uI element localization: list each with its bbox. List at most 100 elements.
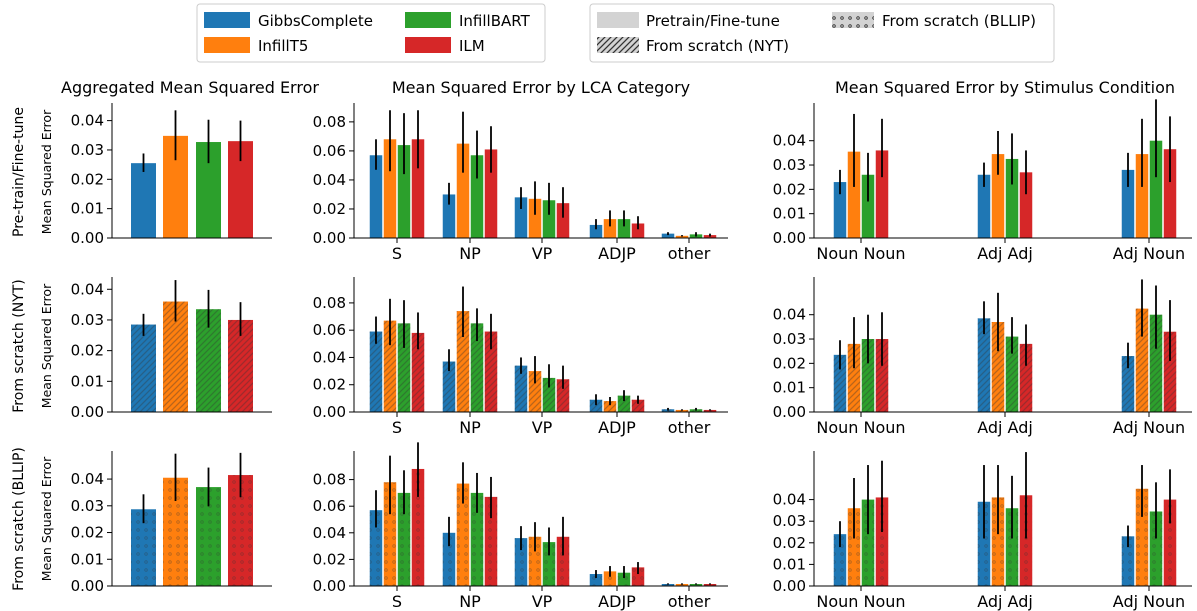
x-tick-label: Adj Adj	[977, 592, 1033, 611]
bar	[875, 150, 889, 238]
legend-hatch-dots	[832, 12, 874, 28]
panel-stimulus-row3: 0.00 0.01 0.02 0.03 0.04 Noun Noun Adj Adj Adj …	[773, 451, 1192, 611]
legend-label: InfillBART	[459, 12, 531, 30]
legend-label: Pretrain/Fine-tune	[646, 12, 780, 30]
bar	[977, 174, 991, 238]
y-tick-label: 0.06	[313, 142, 346, 160]
row-label-pretrain: Pre-train/Fine-tune	[11, 107, 27, 237]
bar	[484, 149, 498, 238]
column-title-lca: Mean Squared Error by LCA Category	[392, 78, 690, 97]
y-tick-label: 0.03	[773, 330, 806, 348]
bar-hatch	[631, 399, 645, 412]
y-tick-label: 0.00	[71, 403, 104, 421]
bar-hatch	[1019, 495, 1033, 586]
y-tick-label: 0.02	[71, 342, 104, 360]
panel-aggregated-row2: 0.00 0.01 0.02 0.03 0.04	[71, 277, 272, 421]
bar-hatch	[528, 536, 542, 586]
ylabel-row3: Mean Squared Error	[39, 456, 54, 581]
y-tick-label: 0.04	[313, 171, 346, 189]
bar-hatch	[542, 377, 556, 412]
y-tick-label: 0.04	[71, 280, 104, 298]
bar-hatch	[528, 371, 542, 412]
x-tick-label: Adj Adj	[977, 418, 1033, 437]
y-tick-label: 0.00	[773, 403, 806, 421]
y-tick-label: 0.04	[313, 524, 346, 542]
row-label-nyt: From scratch (NYT)	[11, 279, 27, 412]
bar-hatch	[589, 574, 603, 586]
y-tick-label: 0.06	[313, 321, 346, 339]
bar-hatch	[456, 311, 470, 412]
bar-hatch	[861, 339, 875, 412]
bar-hatch	[847, 343, 861, 412]
y-tick-label: 0.01	[773, 205, 806, 223]
y-tick-label: 0.01	[71, 200, 104, 218]
bar-hatch	[1135, 308, 1149, 412]
bar-hatch	[1163, 331, 1177, 412]
y-tick-label: 0.02	[773, 180, 806, 198]
y-tick-label: 0.08	[313, 113, 346, 131]
bar-hatch	[631, 567, 645, 586]
ylabel-row2: Mean Squared Error	[39, 283, 54, 408]
bar-hatch	[542, 542, 556, 586]
bar	[631, 223, 645, 238]
bar-hatch	[1135, 488, 1149, 586]
bar	[1163, 149, 1177, 238]
bar-hatch	[556, 536, 570, 586]
legend-entry-infillt5: InfillT5	[204, 37, 308, 55]
bar-hatch	[383, 482, 397, 586]
bar	[556, 203, 570, 238]
x-tick-label: NP	[459, 592, 481, 611]
bar	[991, 154, 1005, 238]
bar-hatch	[1121, 536, 1135, 586]
y-tick-label: 0.03	[71, 497, 104, 515]
bar-hatch	[603, 401, 617, 412]
bar-hatch	[675, 584, 689, 586]
legend-entry-pretrain: Pretrain/Fine-tune	[597, 12, 780, 30]
legend-label: GibbsComplete	[258, 12, 373, 30]
bar-hatch	[456, 483, 470, 586]
panel-lca-row2: 0.00 0.02 0.04 0.06 0.08 S NP VP ADJP other	[313, 277, 728, 437]
row-label-bllip: From scratch (BLLIP)	[11, 447, 27, 591]
legend-entry-gibbscomplete: GibbsComplete	[204, 12, 373, 30]
bar-hatch	[1163, 499, 1177, 586]
bar-hatch	[977, 318, 991, 412]
bar-hatch	[514, 538, 528, 586]
bar	[456, 143, 470, 238]
y-tick-label: 0.00	[313, 403, 346, 421]
bar-hatch	[1005, 336, 1019, 412]
panel-stimulus-row1: 0.00 0.01 0.02 0.03 0.04 Noun Noun Adj Adj Adj …	[773, 99, 1192, 263]
y-tick-label: 0.04	[71, 470, 104, 488]
bar	[369, 155, 383, 238]
bar-hatch	[1019, 343, 1033, 412]
legend-entry-nyt: From scratch (NYT)	[597, 37, 789, 55]
column-title-aggregated: Aggregated Mean Squared Error	[61, 78, 319, 97]
bar-hatch	[703, 409, 717, 412]
legend-swatch	[405, 37, 451, 53]
bar-hatch	[1121, 356, 1135, 412]
bar	[514, 197, 528, 238]
bar-hatch	[603, 571, 617, 586]
training-legend-frame	[589, 3, 1055, 63]
bar	[617, 219, 631, 238]
bar-hatch	[1149, 314, 1163, 412]
bar-hatch	[442, 532, 456, 586]
bar-hatch	[589, 399, 603, 412]
panel-stimulus-row2: 0.00 0.01 0.02 0.03 0.04 Noun Noun Adj Adj Adj …	[773, 277, 1192, 437]
legend-swatch	[204, 12, 250, 28]
y-tick-label: 0.01	[71, 372, 104, 390]
ylabel-row1: Mean Squared Error	[39, 109, 54, 234]
bar	[1005, 158, 1019, 238]
bar-hatch	[617, 572, 631, 586]
bar	[603, 219, 617, 238]
legend-label: InfillT5	[258, 37, 308, 55]
bar-hatch	[991, 497, 1005, 586]
bar-hatch	[484, 331, 498, 412]
training-legend: Pretrain/Fine-tune From scratch (NYT) Fr…	[589, 3, 1055, 63]
x-tick-label: S	[392, 244, 402, 263]
x-tick-label: Noun Noun	[816, 592, 905, 611]
legend-entry-infillbart: InfillBART	[405, 12, 531, 30]
bar-hatch	[661, 584, 675, 586]
bar-hatch	[675, 409, 689, 412]
bar	[861, 174, 875, 238]
y-tick-label: 0.08	[313, 471, 346, 489]
